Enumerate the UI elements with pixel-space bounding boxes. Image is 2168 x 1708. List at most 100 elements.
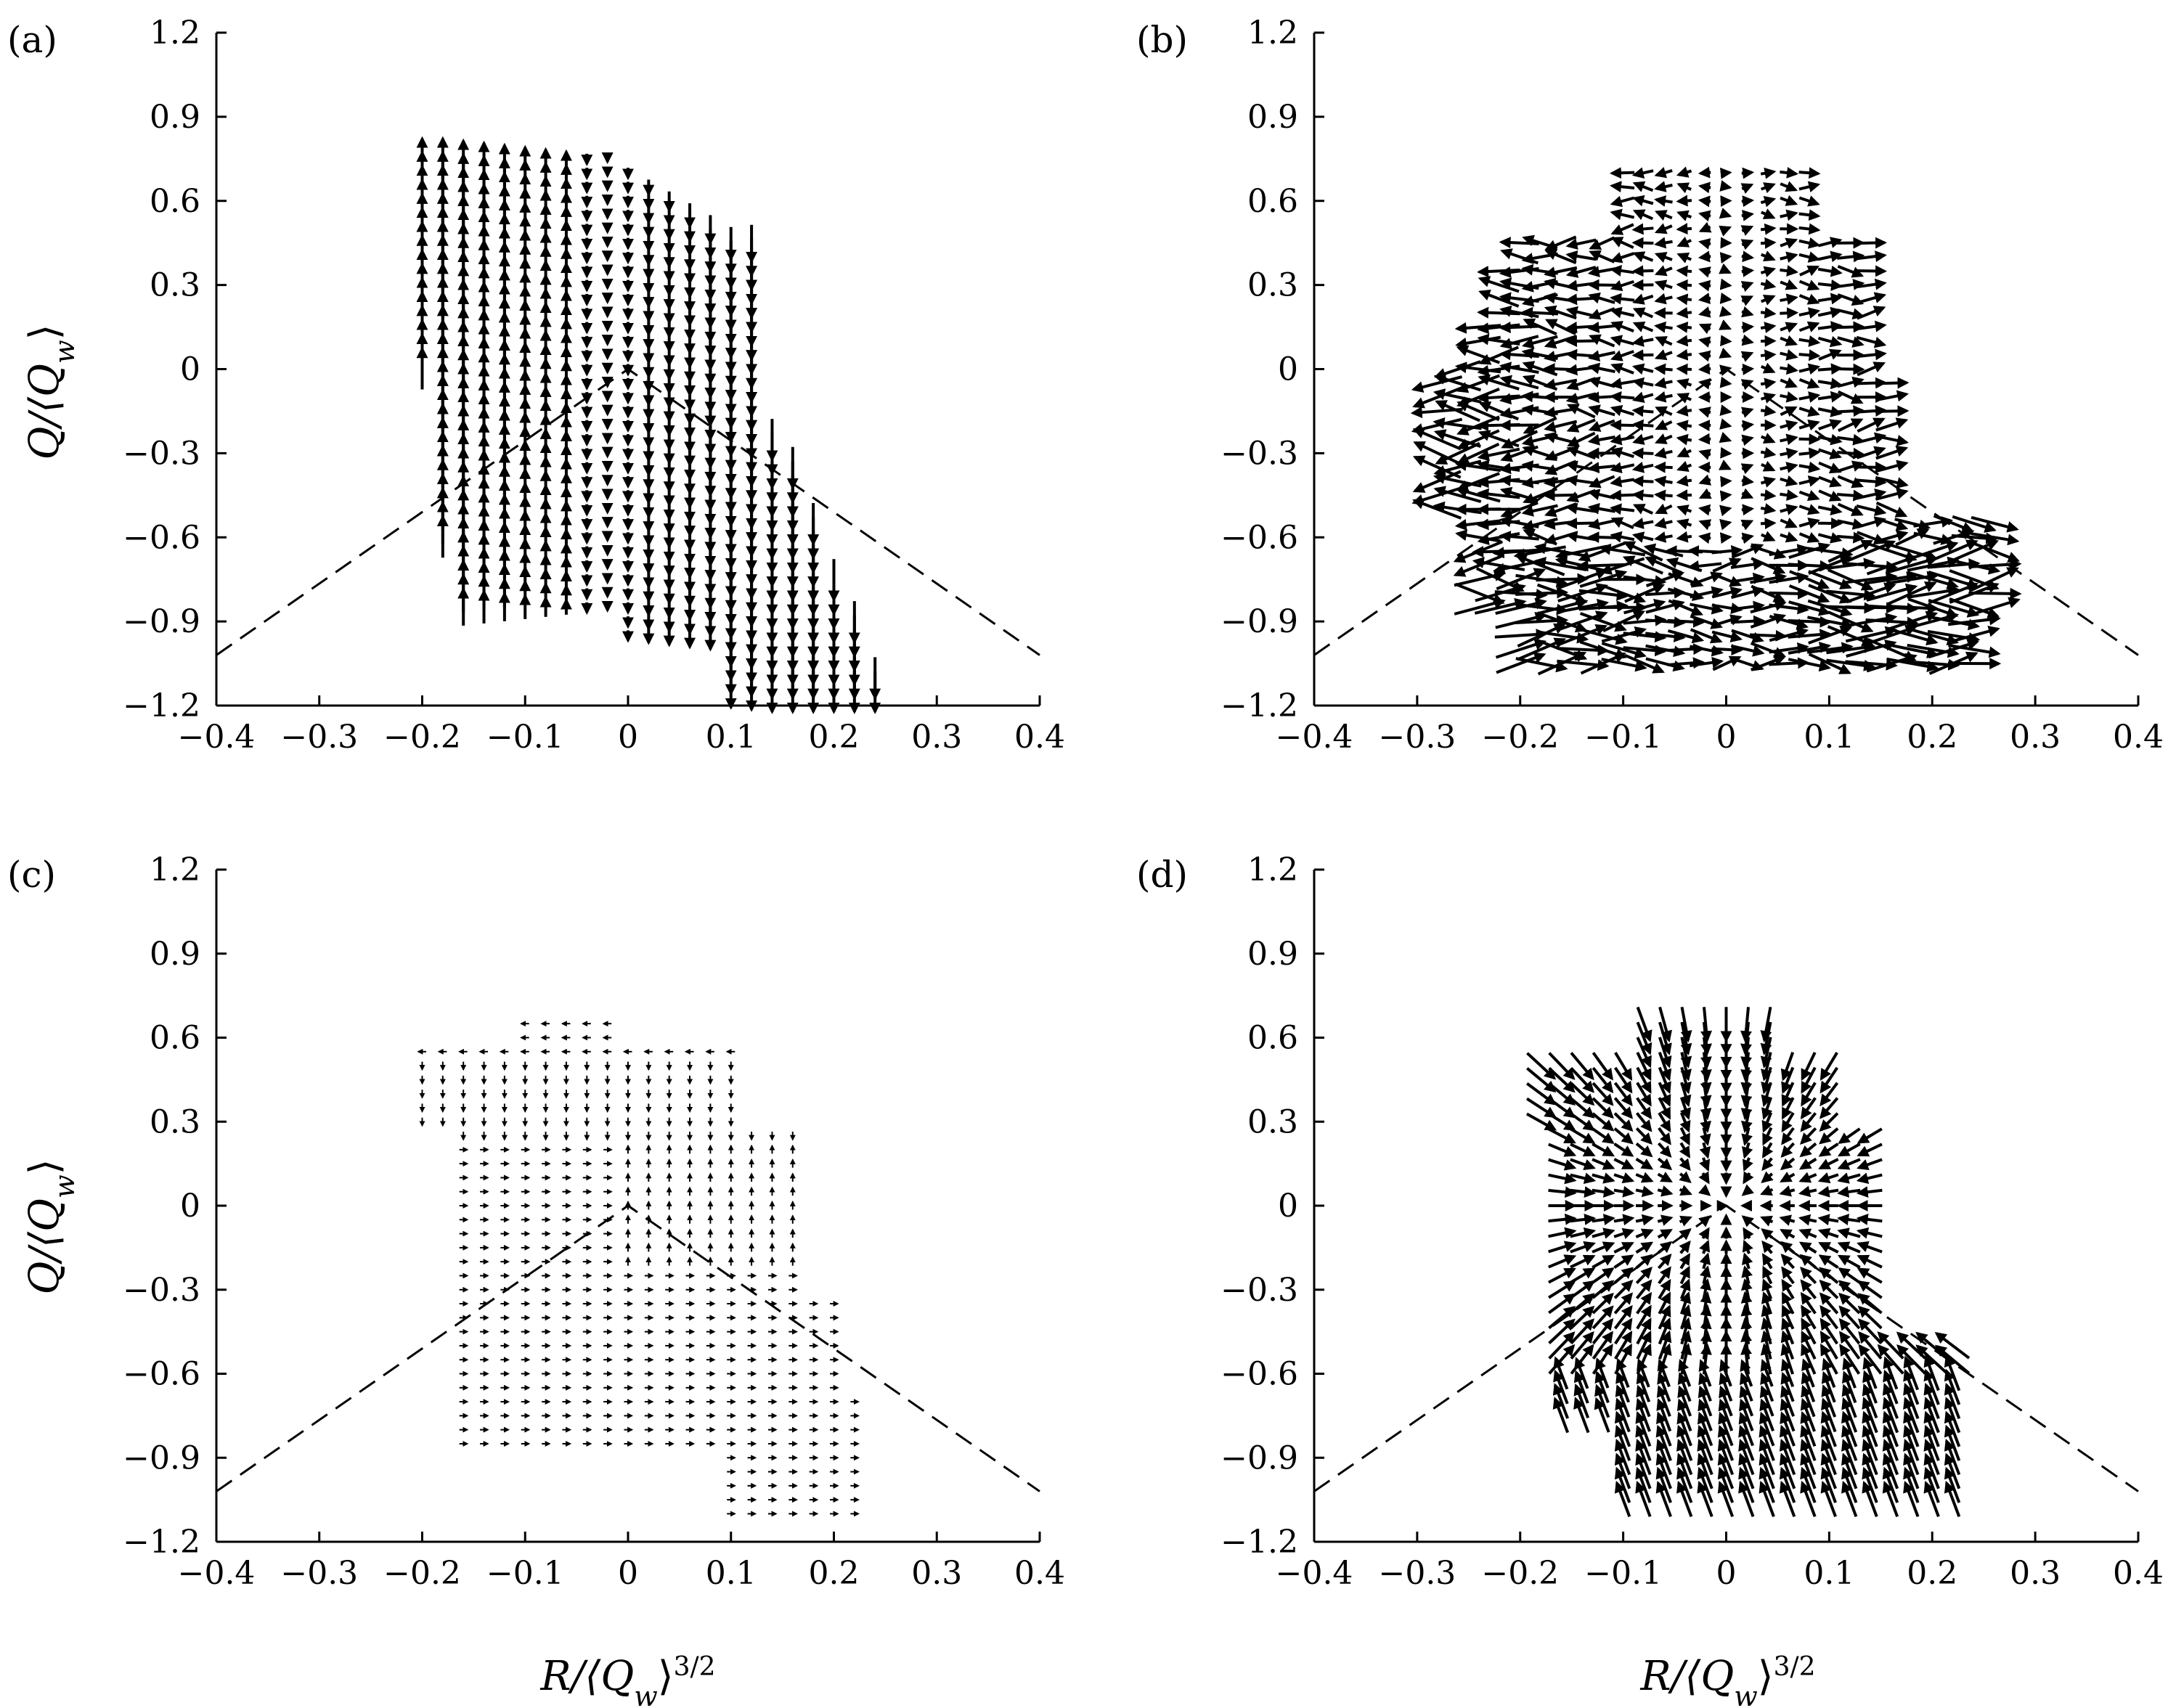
vector-arrow xyxy=(1623,598,1666,615)
vector-arrow xyxy=(1927,629,1981,644)
vector-arrow xyxy=(1654,377,1673,389)
vector-arrow xyxy=(1730,586,1765,600)
vector-arrow xyxy=(1907,571,1959,589)
vector-arrow xyxy=(1657,1172,1673,1183)
vector-arrow xyxy=(1536,573,1589,585)
vector-arrow xyxy=(1587,447,1615,459)
vector-arrow xyxy=(1592,1127,1615,1144)
vector-arrow xyxy=(1592,1112,1615,1132)
vector-arrow xyxy=(1523,416,1557,434)
vector-arrow xyxy=(1613,1227,1635,1240)
vector-arrow xyxy=(1837,433,1865,446)
vector-arrow xyxy=(1613,1254,1634,1269)
x-tick-label: −0.2 xyxy=(1481,1555,1559,1592)
vector-arrow xyxy=(1698,488,1712,499)
vector-arrow xyxy=(1952,515,1997,533)
x-tick-label: 0.2 xyxy=(1907,1555,1957,1592)
vector-arrow xyxy=(1837,390,1864,404)
vector-arrow xyxy=(1610,462,1635,474)
vector-arrow xyxy=(1548,1158,1577,1171)
vector-arrow xyxy=(1817,1172,1839,1184)
vector-arrow xyxy=(1592,1254,1615,1269)
vector-arrow xyxy=(1800,1127,1817,1145)
vector-arrow xyxy=(1610,237,1634,249)
vector-arrow xyxy=(1788,600,1831,616)
vector-arrow xyxy=(1654,517,1673,529)
vector-arrow xyxy=(1570,1186,1597,1198)
vector-arrow xyxy=(1543,406,1578,418)
vector-arrow xyxy=(1717,1424,1735,1461)
vector-arrow xyxy=(1690,645,1724,657)
y-tick-label: −1.2 xyxy=(123,687,200,724)
vector-arrow xyxy=(1837,475,1865,489)
vector-arrow xyxy=(1653,363,1673,375)
vector-arrow xyxy=(1570,1293,1595,1315)
vector-arrow xyxy=(1711,544,1743,557)
vector-arrow xyxy=(1971,532,2020,546)
vector-arrow xyxy=(1760,294,1776,306)
vector-arrow xyxy=(1525,1112,1557,1131)
vector-arrow xyxy=(1592,1344,1613,1375)
vector-arrow xyxy=(1654,237,1673,249)
vector-arrow xyxy=(1655,1439,1672,1476)
vector-arrow xyxy=(1875,390,1910,402)
vector-arrow xyxy=(1636,1343,1652,1375)
vector-arrow xyxy=(1798,209,1821,221)
panel-d: −0.4 −0.3 −0.2 −0.1 0 0.1 0.2 0.3 0.4 1.2 0.9 0.6 0.… xyxy=(1220,851,2164,1592)
vector-arrow xyxy=(1592,1331,1613,1360)
svg-text:Q/⟨Qw⟩: Q/⟨Qw⟩ xyxy=(21,1159,81,1295)
vector-arrow xyxy=(1570,1112,1595,1132)
vector-arrow xyxy=(1719,404,1732,417)
vector-arrow xyxy=(1761,1317,1772,1345)
vector-arrow xyxy=(1837,1254,1861,1269)
vector-arrow xyxy=(1817,321,1843,333)
vector-arrow xyxy=(1798,419,1820,431)
vector-arrow xyxy=(1799,265,1820,277)
vector-arrow xyxy=(1592,1267,1615,1284)
vector-arrow xyxy=(1788,542,1831,559)
vector-arrow xyxy=(1760,1215,1774,1227)
vector-arrow xyxy=(1592,1052,1613,1081)
y-tick-label: 0.3 xyxy=(1247,1103,1298,1140)
x-tick-label: 0.2 xyxy=(809,1555,860,1592)
vector-arrow xyxy=(1700,1304,1712,1330)
vector-arrow xyxy=(1780,195,1798,206)
vector-arrow xyxy=(1699,1157,1711,1172)
vector-arrow xyxy=(1614,1424,1631,1461)
vector-arrow xyxy=(1798,293,1820,305)
vector-arrow xyxy=(1613,1214,1635,1226)
vector-arrow xyxy=(1856,348,1887,361)
vector-arrow xyxy=(1570,1344,1594,1375)
vector-arrow xyxy=(1548,1143,1577,1157)
x-tick-label: 0.4 xyxy=(2113,1555,2164,1592)
vector-arrow xyxy=(1760,1185,1774,1196)
vector-arrow xyxy=(1613,1317,1633,1345)
vector-arrow xyxy=(1517,637,1567,661)
vector-arrow xyxy=(1700,1317,1712,1344)
vector-arrow xyxy=(1657,1253,1672,1270)
vector-arrow xyxy=(1761,1304,1772,1330)
vector-arrow xyxy=(1759,1411,1775,1447)
vector-arrow xyxy=(1697,1411,1713,1447)
vector-arrow xyxy=(1760,1359,1774,1387)
vector-arrow xyxy=(1856,237,1888,249)
vector-arrow xyxy=(1760,223,1777,235)
vector-arrow xyxy=(1837,489,1865,502)
vector-arrow xyxy=(1780,237,1798,249)
vector-arrow xyxy=(1548,1254,1577,1269)
vector-arrow xyxy=(1635,1279,1653,1299)
vector-arrow xyxy=(1741,504,1755,516)
y-tick-label: 1.2 xyxy=(1247,15,1298,52)
vector-arrow xyxy=(1741,434,1754,446)
vector-arrow xyxy=(1548,1331,1576,1360)
vector-arrow xyxy=(1857,1254,1883,1269)
vector-arrow xyxy=(1837,336,1865,348)
vector-arrow xyxy=(1609,391,1635,403)
vector-arrow xyxy=(1738,1411,1754,1447)
vector-arrow xyxy=(1544,235,1577,251)
vector-arrow xyxy=(1837,1214,1861,1225)
vector-arrow xyxy=(1698,221,1712,233)
x-tick-label: −0.4 xyxy=(1276,1555,1353,1592)
vector-arrow xyxy=(1676,393,1692,404)
vector-arrow xyxy=(1817,363,1843,375)
